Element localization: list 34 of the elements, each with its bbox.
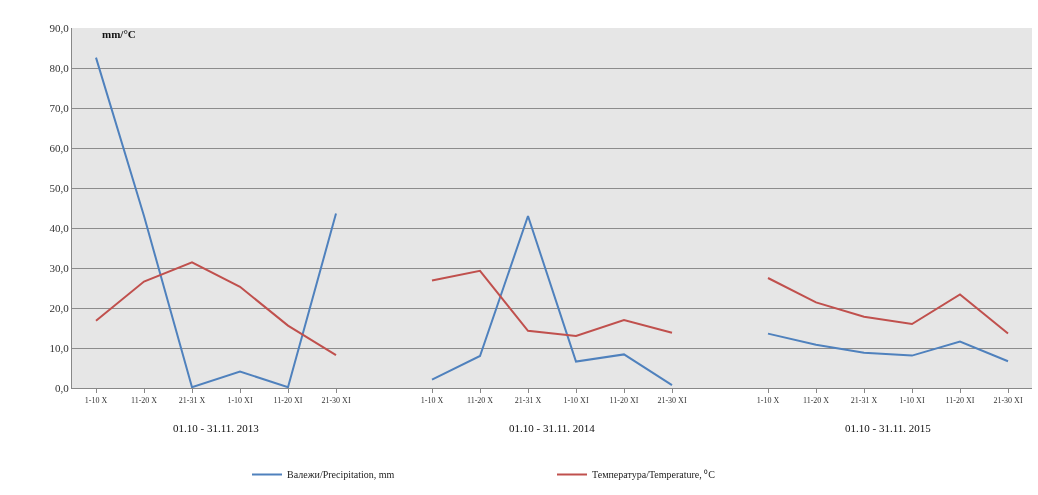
x-tick-label: 11-20 XI — [273, 395, 303, 405]
x-tick-label: 1-10 XI — [563, 395, 589, 405]
y-tick-label: 70,0 — [49, 101, 70, 114]
x-tick-label: 1-10 X — [420, 395, 444, 405]
y-tick-label: 10,0 — [49, 341, 70, 354]
x-tick-label: 21-30 XI — [321, 395, 351, 405]
x-tick-label: 1-10 XI — [227, 395, 253, 405]
text: 01.10 - 31.11. 2014 — [509, 422, 596, 434]
x-tick-label: 11-20 X — [802, 395, 830, 405]
y-tick-label: 90,0 — [49, 21, 70, 34]
legend-label: Температура/Temperature, ⁰C — [592, 469, 716, 481]
x-tick-label: 11-20 X — [466, 395, 494, 405]
x-tick-label: 11-20 X — [130, 395, 158, 405]
x-tick-label: 1-10 X — [84, 395, 108, 405]
y-tick-label: 0,0 — [55, 381, 70, 394]
x-tick-label: 21-31 X — [514, 395, 542, 405]
y-tick-label: 40,0 — [49, 221, 70, 234]
y-tick-label: 50,0 — [49, 181, 70, 194]
y-tick-label: 80,0 — [49, 61, 70, 74]
x-tick-label: 21-31 X — [850, 395, 878, 405]
x-tick-label: 21-31 X — [178, 395, 206, 405]
y-tick-label: 20,0 — [49, 301, 70, 314]
y-tick-label: 30,0 — [49, 261, 70, 274]
y-tick-label: 60,0 — [49, 141, 70, 154]
y-axis-title: mm/°C — [102, 28, 136, 40]
text: 01.10 - 31.11. 2013 — [173, 422, 260, 434]
x-tick-label: 1-10 X — [756, 395, 780, 405]
text: 01.10 - 31.11. 2015 — [845, 422, 932, 434]
x-tick-label: 11-20 XI — [945, 395, 975, 405]
x-tick-label: 21-30 XI — [657, 395, 687, 405]
x-tick-label: 11-20 XI — [609, 395, 639, 405]
legend-label: Валежи/Precipitation, mm — [287, 469, 395, 481]
x-tick-label: 1-10 XI — [899, 395, 925, 405]
x-tick-label: 21-30 XI — [993, 395, 1023, 405]
